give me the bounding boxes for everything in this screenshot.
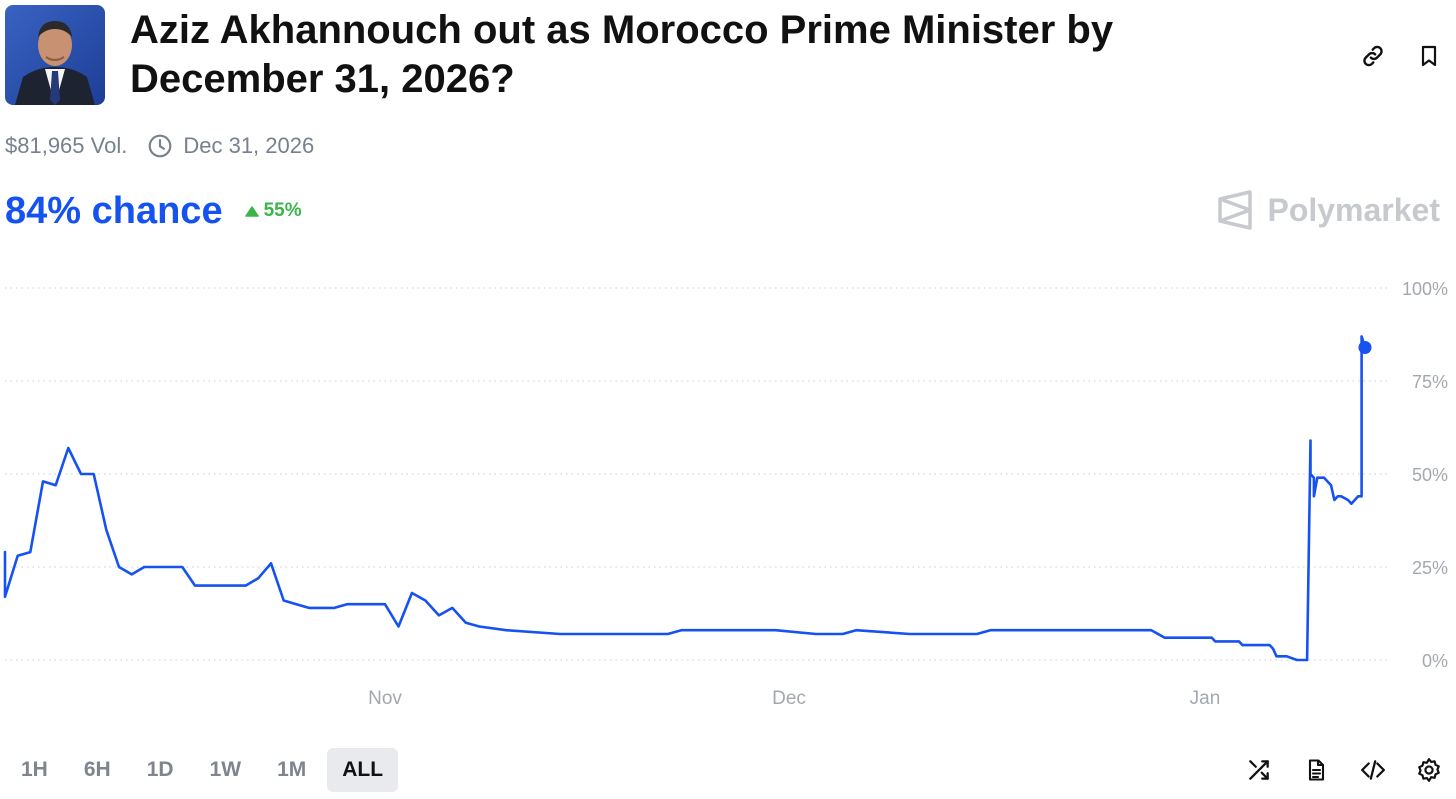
time-range-selector: 1H 6H 1D 1W 1M ALL (0, 748, 399, 792)
y-axis-ticks: 100% 75% 50% 25% 0% (1402, 279, 1448, 671)
chance-value: 84% chance (5, 189, 223, 232)
price-chart[interactable]: 100% 75% 50% 25% 0% Nov Dec Jan (0, 250, 1456, 715)
x-axis-ticks: Nov Dec Jan (368, 688, 1220, 709)
polymarket-brand: Polymarket (1217, 190, 1440, 230)
price-line (3, 335, 1367, 662)
bookmark-icon (1421, 45, 1437, 67)
link-icon (1363, 45, 1383, 67)
x-tick-label: Nov (368, 688, 402, 709)
range-button-1w[interactable]: 1W (195, 748, 257, 792)
market-avatar (5, 5, 105, 105)
y-tick-label: 25% (1412, 558, 1448, 578)
market-meta: $81,965 Vol. Dec 31, 2026 (5, 131, 314, 161)
chance-change: 55% (244, 200, 302, 222)
polymarket-logo-icon (1218, 190, 1253, 230)
range-button-1h[interactable]: 1H (6, 748, 63, 792)
range-button-1m[interactable]: 1M (262, 748, 321, 792)
market-title: Aziz Akhannouch out as Morocco Prime Min… (130, 8, 1114, 101)
embed-button[interactable] (1356, 753, 1390, 787)
y-tick-label: 100% (1402, 279, 1448, 299)
shuffle-icon (1249, 760, 1269, 780)
range-button-6h[interactable]: 6H (69, 748, 126, 792)
y-tick-label: 50% (1412, 465, 1448, 485)
end-date-text: Dec 31, 2026 (183, 133, 315, 158)
portrait-photo-icon (5, 5, 105, 105)
bookmark-button[interactable] (1412, 39, 1446, 73)
brand-name: Polymarket (1267, 191, 1440, 228)
settings-button[interactable] (1412, 753, 1446, 787)
clock-icon (147, 133, 173, 159)
y-tick-label: 75% (1412, 372, 1448, 392)
y-tick-label: 0% (1422, 651, 1448, 671)
chart-grid (5, 287, 1390, 661)
x-tick-label: Jan (1190, 688, 1221, 709)
chance-change-value: 55% (263, 200, 302, 221)
code-icon (1361, 760, 1385, 780)
shuffle-button[interactable] (1242, 753, 1276, 787)
copy-link-button[interactable] (1356, 39, 1390, 73)
triangle-up-icon (244, 205, 259, 217)
document-icon (1308, 759, 1325, 781)
last-price-point (1358, 341, 1372, 355)
gear-icon (1418, 758, 1440, 782)
range-button-all[interactable]: ALL (327, 748, 399, 792)
range-button-1d[interactable]: 1D (132, 748, 189, 792)
x-tick-label: Dec (772, 688, 806, 709)
volume-text: $81,965 Vol. (5, 133, 128, 158)
rules-button[interactable] (1299, 753, 1333, 787)
chance-summary: 84% chance 55% (5, 186, 302, 236)
